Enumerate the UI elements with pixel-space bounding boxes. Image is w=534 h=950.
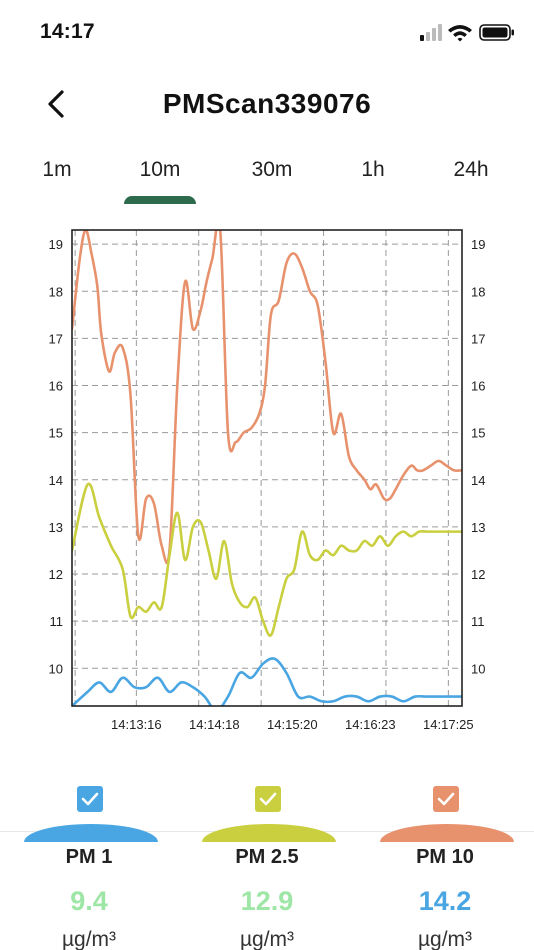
- pm25-label: PM 2.5: [235, 846, 299, 868]
- y-tick-label-right: 14: [471, 473, 485, 488]
- y-tick-label-right: 11: [471, 614, 485, 629]
- pm10-value: 14.2: [418, 886, 472, 916]
- y-tick-label-left: 12: [49, 567, 63, 582]
- pm-legend: PM 1 9.4 µg/m³ PM 2.5 12.9 µg/m³ PM 10 1…: [0, 780, 534, 950]
- chevron-left-icon: [48, 90, 64, 118]
- pm10-label: PM 10: [416, 846, 474, 868]
- cellular-signal-icon: [420, 24, 442, 41]
- y-tick-label-left: 11: [50, 614, 64, 629]
- pm1-value: 9.4: [70, 886, 108, 916]
- tab-1h[interactable]: 1h: [361, 158, 385, 181]
- page-title: PMScan339076: [162, 88, 372, 119]
- y-tick-label-right: 18: [471, 284, 485, 299]
- x-tick-label: 14:15:20: [267, 717, 318, 732]
- x-tick-label: 14:16:23: [345, 717, 396, 732]
- checkmark-icon: [259, 792, 277, 806]
- y-tick-label-right: 13: [471, 520, 485, 535]
- y-tick-label-right: 17: [471, 331, 485, 346]
- legend-pm1: PM 1 9.4 µg/m³: [0, 780, 178, 950]
- time-range-tabs: 1m 10m 30m 1h 24h: [0, 150, 534, 204]
- y-tick-label-left: 16: [49, 379, 63, 394]
- legend-pm10: PM 10 14.2 µg/m³: [356, 780, 534, 950]
- checkmark-icon: [437, 792, 455, 806]
- status-time: 14:17: [40, 20, 95, 43]
- tab-30m[interactable]: 30m: [251, 158, 293, 181]
- plot-frame: [71, 229, 463, 707]
- y-tick-label-left: 13: [49, 520, 63, 535]
- wifi-icon: [448, 25, 472, 42]
- tab-indicator: [124, 196, 196, 204]
- pm10-checkbox[interactable]: [433, 786, 459, 812]
- status-bar: 14:17: [0, 0, 534, 64]
- back-button[interactable]: [34, 82, 78, 126]
- y-tick-label-right: 15: [471, 426, 485, 441]
- tab-10m[interactable]: 10m: [139, 158, 181, 181]
- checkmark-icon: [81, 792, 99, 806]
- y-tick-label-left: 14: [49, 473, 63, 488]
- battery-icon: [479, 24, 514, 41]
- y-tick-label-left: 19: [49, 237, 63, 252]
- y-tick-label-left: 17: [49, 331, 63, 346]
- x-tick-label: 14:13:16: [111, 717, 162, 732]
- y-tick-label-left: 10: [49, 661, 63, 676]
- nav-bar: PMScan339076: [0, 80, 534, 130]
- pm25-value: 12.9: [240, 886, 294, 916]
- tab-1m[interactable]: 1m: [42, 158, 72, 181]
- pm1-unit: µg/m³: [61, 928, 117, 950]
- pm10-unit: µg/m³: [417, 928, 473, 950]
- y-tick-label-left: 18: [49, 284, 63, 299]
- x-tick-label: 14:14:18: [189, 717, 240, 732]
- pm1-color-tab: [24, 824, 158, 842]
- status-icons: [418, 22, 518, 44]
- pm25-unit: µg/m³: [239, 928, 295, 950]
- y-tick-label-left: 15: [49, 426, 63, 441]
- y-tick-label-right: 19: [471, 237, 485, 252]
- y-tick-label-right: 12: [471, 567, 485, 582]
- y-tick-label-right: 16: [471, 379, 485, 394]
- pm10-series-line: [72, 230, 462, 565]
- tab-24h[interactable]: 24h: [453, 158, 489, 181]
- pm1-label: PM 1: [65, 846, 113, 868]
- pm1-checkbox[interactable]: [77, 786, 103, 812]
- y-tick-label-right: 10: [471, 661, 485, 676]
- pm25-series-line: [72, 482, 462, 637]
- pm10-color-tab: [380, 824, 514, 842]
- legend-pm25: PM 2.5 12.9 µg/m³: [178, 780, 356, 950]
- pm25-color-tab: [202, 824, 336, 842]
- pm1-series-line: [72, 657, 462, 706]
- pm25-checkbox[interactable]: [255, 786, 281, 812]
- x-tick-label: 14:17:25: [423, 717, 474, 732]
- pm-line-chart[interactable]: 10 10 11 11 12 12 13 13 14 14 15 15 16 16 17 17 18 18 19 19…: [0, 222, 534, 742]
